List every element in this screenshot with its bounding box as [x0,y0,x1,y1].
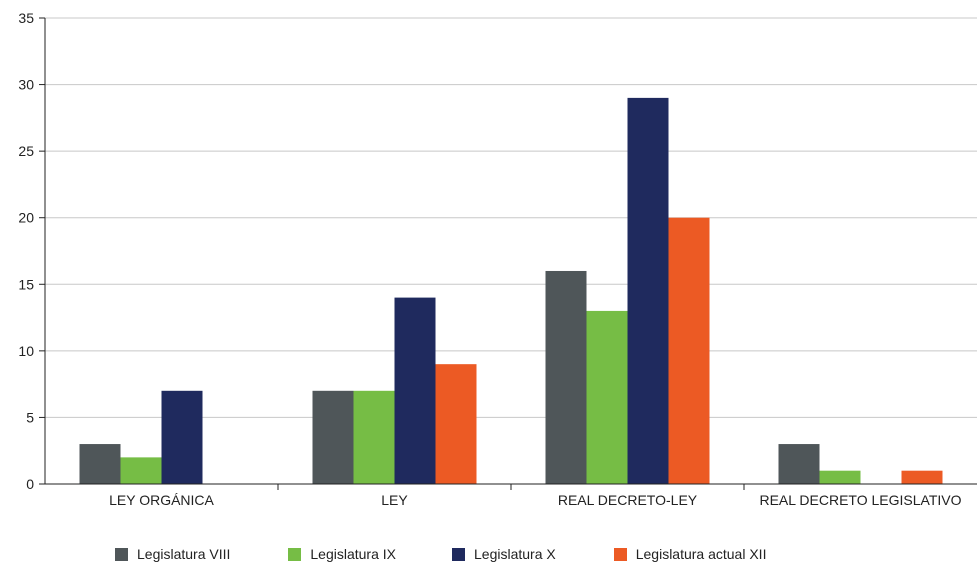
bar-legislatura-ix-0 [120,457,162,484]
legend-item-legislatura-viii: Legislatura VIII [115,546,230,562]
y-tick-label: 10 [18,343,34,359]
bar-legislatura-actual-xii-3 [901,470,943,484]
y-tick-label: 30 [18,77,34,93]
bar-legislatura-x-2 [627,97,669,484]
legend-label: Legislatura X [474,546,556,562]
bar-legislatura-ix-1 [353,390,395,484]
gridlines [45,17,977,418]
legend-swatch [115,547,128,561]
legend-item-legislatura-ix: Legislatura IX [288,546,396,562]
bar-legislatura-ix-2 [586,310,628,484]
axes [39,17,977,490]
bar-legislatura-x-0 [161,390,203,484]
legend-label: Legislatura VIII [137,546,231,562]
y-tick-label: 20 [18,210,34,226]
bar-legislatura-x-1 [394,297,436,484]
bar-legislatura-actual-xii-1 [435,364,477,484]
category-label: LEY ORGÁNICA [109,492,214,508]
bar-legislatura-viii-2 [545,270,587,484]
y-tick-label: 15 [18,276,34,292]
bars [79,97,943,484]
bar-legislatura-viii-0 [79,444,121,484]
legend-label: Legislatura IX [310,546,396,562]
y-tick-label: 5 [26,409,34,425]
legend: Legislatura VIII Legislatura IX Legislatur… [115,546,766,562]
legend-swatch [452,547,465,561]
legend-item-legislatura-actual-xii: Legislatura actual XII [613,546,767,562]
bar-legislatura-viii-3 [778,444,820,484]
bar-legislatura-viii-1 [312,390,354,484]
y-tick-label: 35 [18,10,34,26]
category-label: REAL DECRETO-LEY [558,492,698,508]
legend-swatch [288,547,302,561]
category-labels: LEY ORGÁNICA LEY REAL DECRETO-LEY REAL DECR… [109,492,962,508]
category-label: LEY [381,492,408,508]
legend-swatch [613,547,627,561]
y-tick-label: 25 [18,143,34,159]
y-tick-labels: 0 5 10 15 20 25 30 35 [18,10,34,492]
legend-item-legislatura-x: Legislatura X [452,546,556,562]
legend-label: Legislatura actual XII [635,546,767,562]
category-label: REAL DECRETO LEGISLATIVO [759,492,961,508]
bar-legislatura-actual-xii-2 [668,217,710,484]
bar-legislatura-ix-3 [819,470,861,484]
y-tick-label: 0 [26,476,34,492]
